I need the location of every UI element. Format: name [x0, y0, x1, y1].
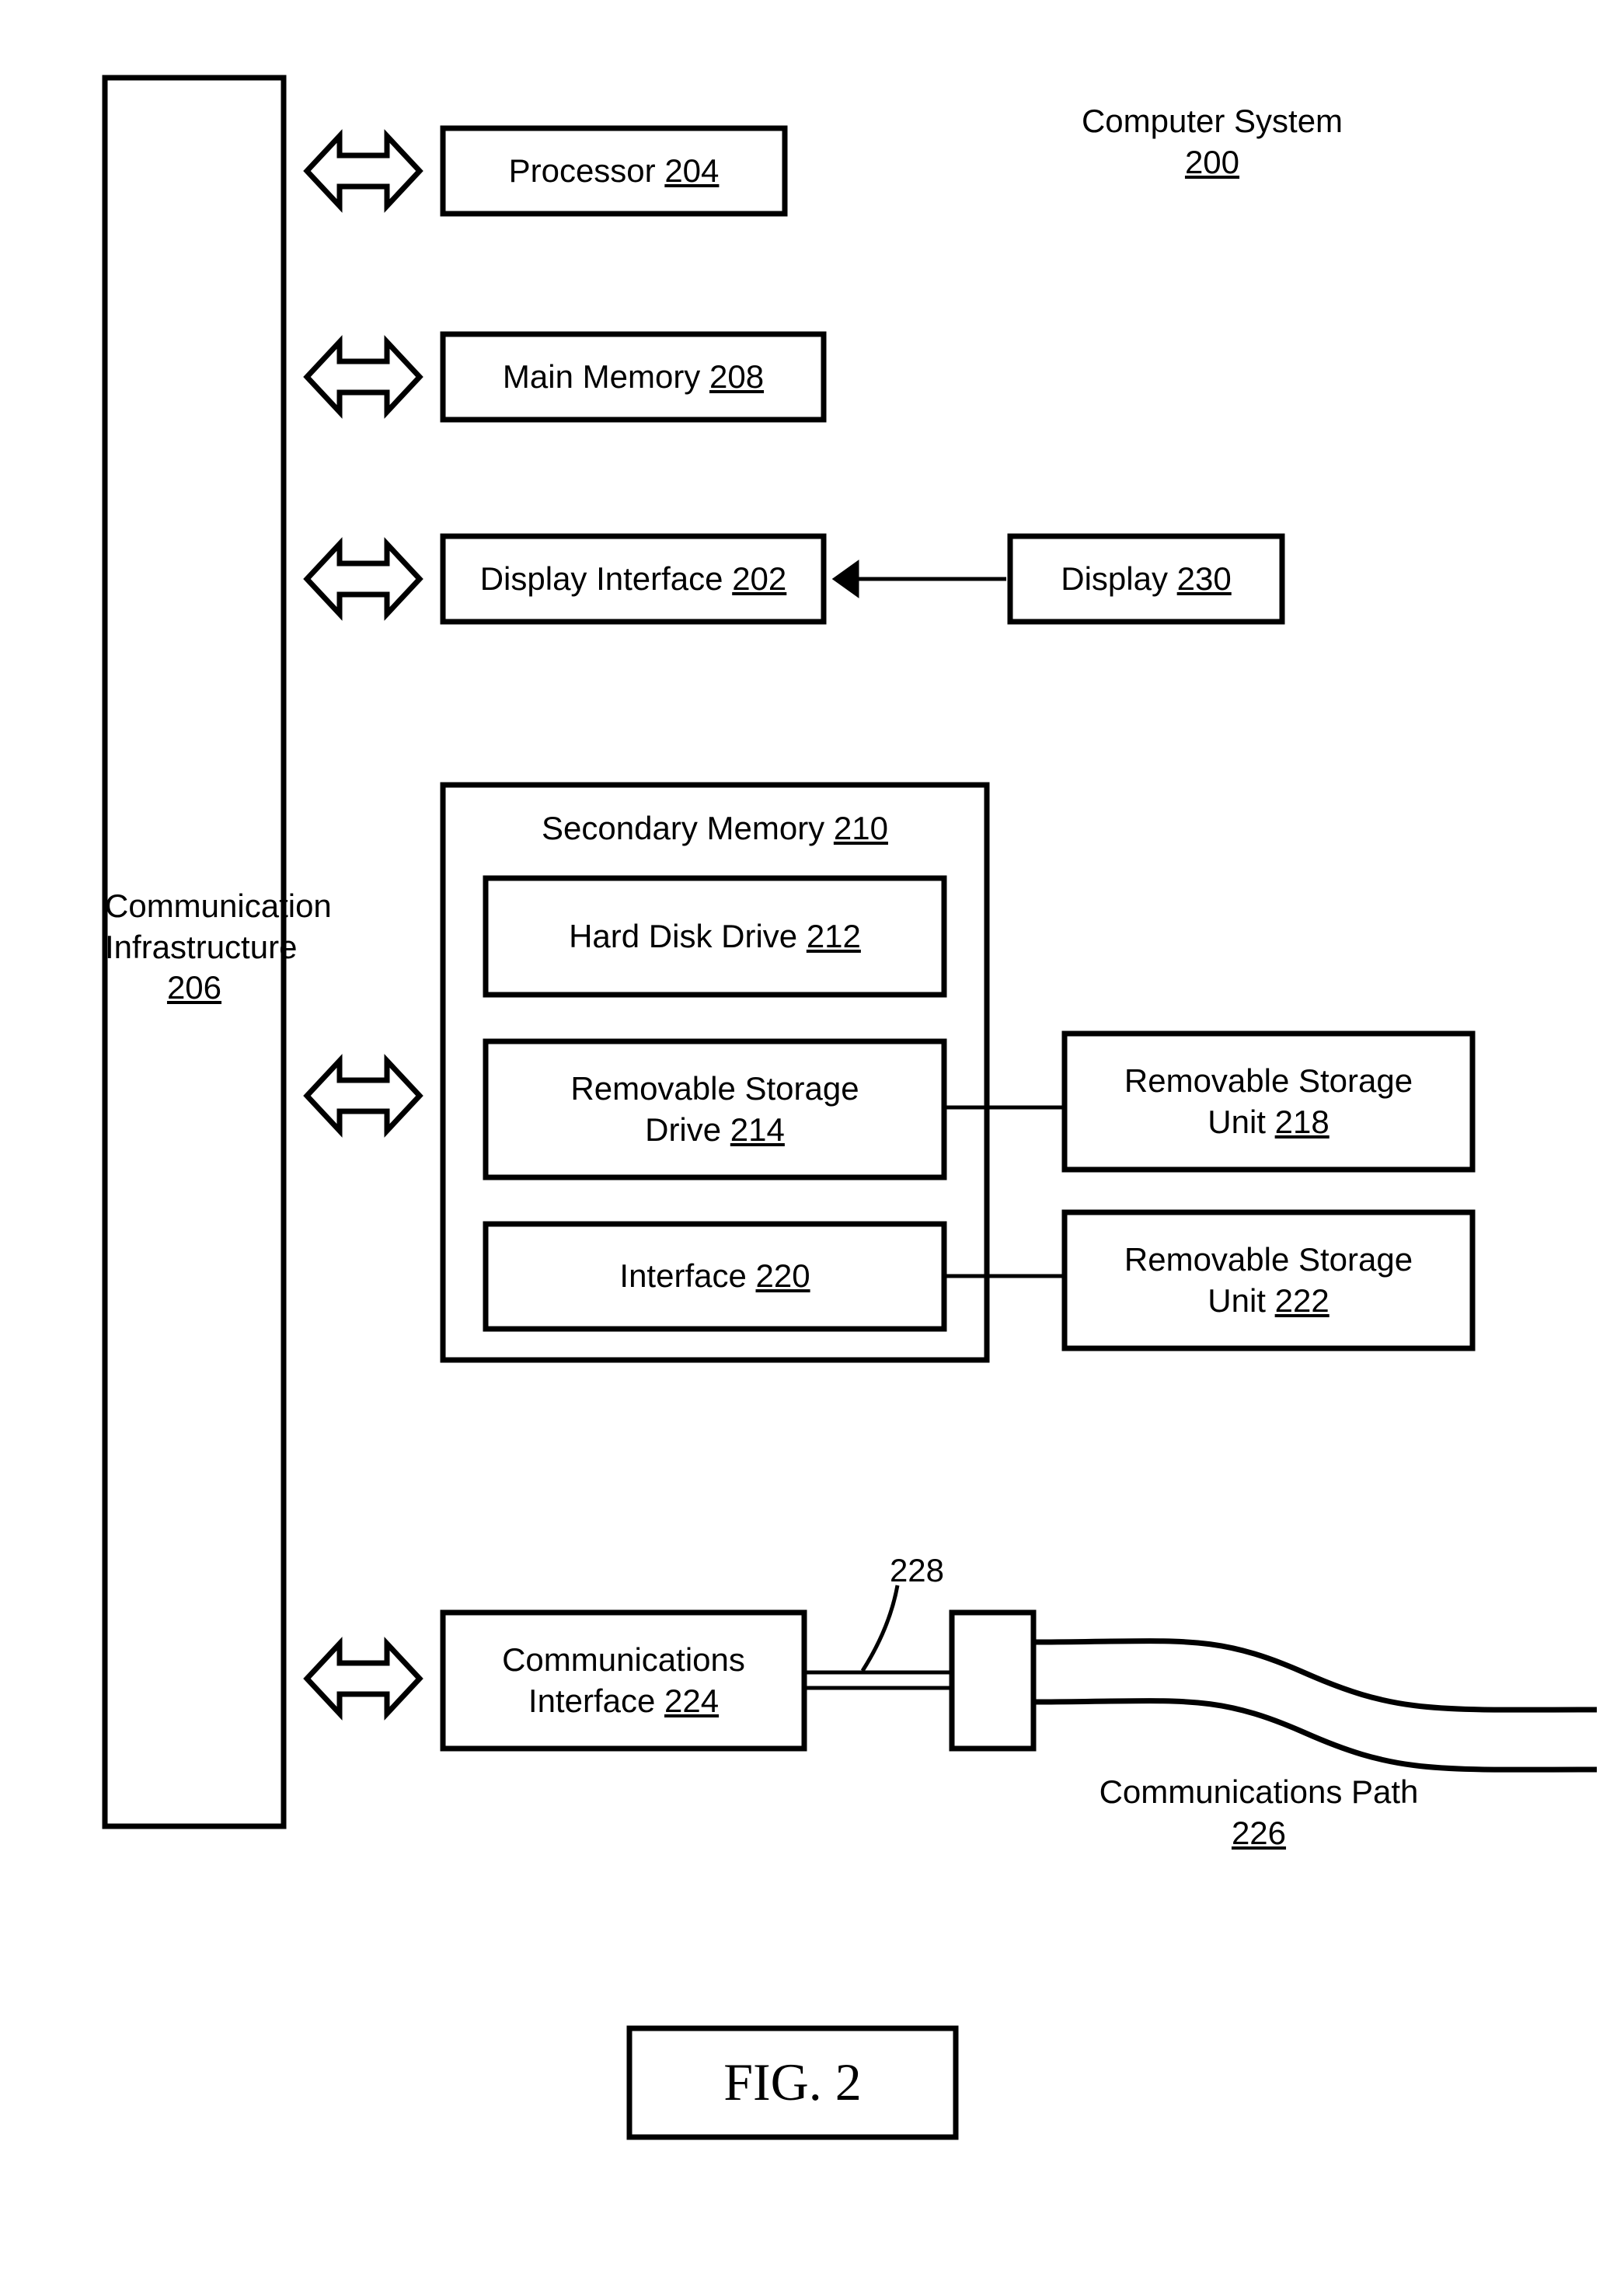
label-rsu-218: Removable StorageUnit 218 [1065, 1061, 1472, 1142]
figure-caption: FIG. 2 [629, 2052, 956, 2113]
label-ref-228: 228 [870, 1550, 964, 1592]
label-secondary-memory: Secondary Memory 210 [443, 808, 987, 849]
label-hard-disk-drive: Hard Disk Drive 212 [486, 916, 944, 957]
label-comm-interface: CommunicationsInterface 224 [443, 1640, 804, 1721]
label-processor: Processor 204 [443, 151, 785, 192]
label-communication-infrastructure: Communication Infrastructure 206 [105, 886, 284, 1009]
computer-system-diagram: Computer System 200 Communication Infras… [0, 0, 1624, 2270]
label-rsu-222: Removable StorageUnit 222 [1065, 1240, 1472, 1321]
label-display: Display 230 [1010, 559, 1282, 600]
label-display-interface: Display Interface 202 [443, 559, 824, 600]
label-communications-path: Communications Path 226 [1057, 1772, 1461, 1853]
label-removable-drive: Removable StorageDrive 214 [486, 1069, 944, 1150]
title-computer-system: Computer System 200 [1018, 101, 1406, 183]
label-main-memory: Main Memory 208 [443, 357, 824, 398]
label-interface-220: Interface 220 [486, 1256, 944, 1297]
